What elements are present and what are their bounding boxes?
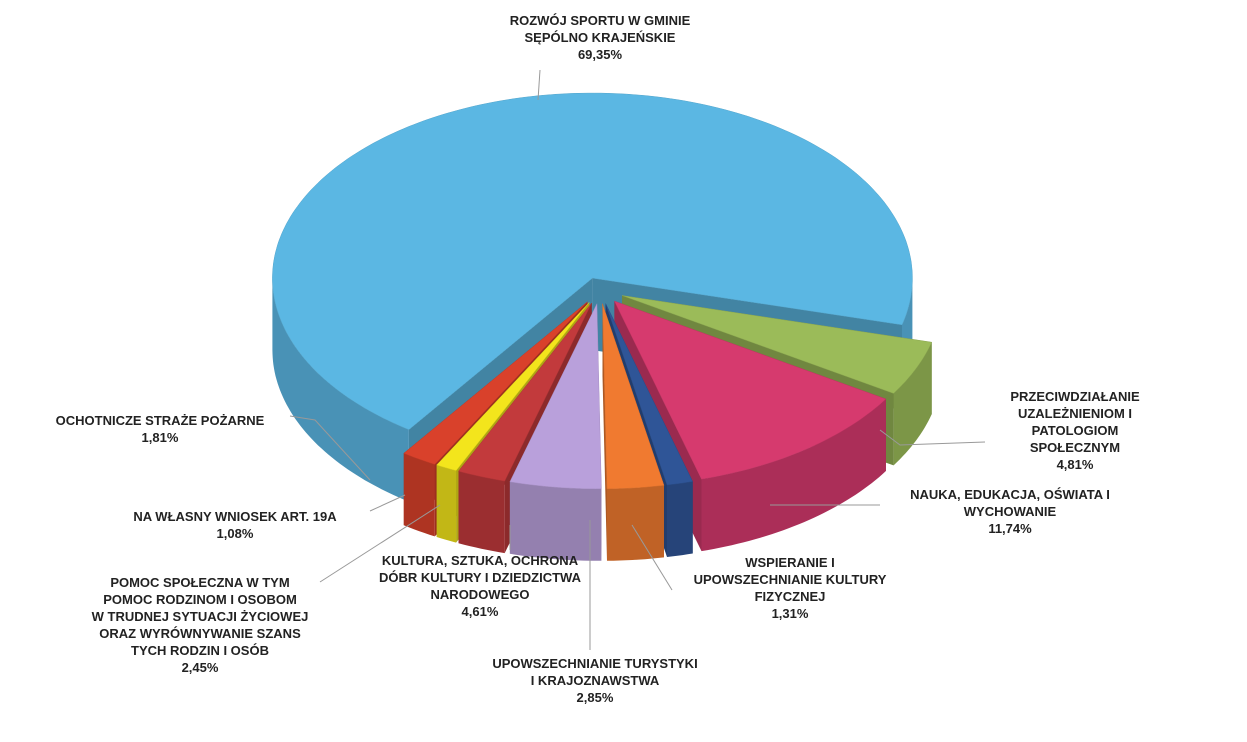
leader-line [537,69,541,101]
slice-label: WSPIERANIE I UPOWSZECHNIANIE KULTURY FIZ… [694,554,887,622]
slice-label: PRZECIWDZIAŁANIE UZALEŻNIENIOM I PATOLOG… [989,388,1161,473]
value-label: 2,45% [181,660,219,675]
slice-label: ROZWÓJ SPORTU W GMINIE SĘPÓLNO KRAJEŃSKI… [510,12,691,63]
slice-side [436,465,457,543]
slice [509,303,602,490]
leader-line [879,429,986,446]
category-label: WSPIERANIE I UPOWSZECHNIANIE KULTURY FIZ… [693,555,887,604]
slice-side [667,481,693,557]
slice-side [272,278,409,502]
slice-side [509,481,602,561]
value-label: 4,61% [461,604,499,619]
slice [458,302,592,482]
slice [621,295,933,394]
value-label: 1,81% [141,430,179,445]
slice-side [458,471,505,554]
slice-label: POMOC SPOŁECZNA W TYM POMOC RODZINOM I O… [92,574,309,676]
slice-label: UPOWSZECHNIANIE TURYSTYKI I KRAJOZNAWSTW… [492,655,697,706]
slice [403,301,588,465]
category-label: ROZWÓJ SPORTU W GMINIE SĘPÓLNO KRAJEŃSKI… [509,13,691,45]
slice [605,303,694,486]
leader-line [369,494,406,512]
slice-side [893,342,932,466]
slice-label: KULTURA, SZTUKA, OCHRONA DÓBR KULTURY I … [379,552,581,620]
value-label: 1,31% [771,606,809,621]
value-label: 69,35% [577,47,623,62]
category-label: POMOC SPOŁECZNA W TYM POMOC RODZINOM I O… [91,575,309,658]
category-label: KULTURA, SZTUKA, OCHRONA DÓBR KULTURY I … [379,553,581,602]
slice [602,303,665,490]
slice-side [607,485,664,561]
category-label: NA WŁASNY WNIOSEK ART. 19A [133,509,337,524]
slice-label: OCHOTNICZE STRAŻE POŻARNE 1,81% [56,412,265,446]
slice [272,92,913,430]
value-label: 2,85% [576,690,614,705]
category-label: NAUKA, EDUKACJA, OŚWIATA I WYCHOWANIE [910,487,1110,519]
leader-line [319,504,441,583]
slice-label: NA WŁASNY WNIOSEK ART. 19A 1,08% [133,508,336,542]
category-label: UPOWSZECHNIANIE TURYSTYKI I KRAJOZNAWSTW… [492,656,698,688]
leader-line [289,415,371,481]
category-label: PRZECIWDZIAŁANIE UZALEŻNIENIOM I PATOLOG… [1010,389,1140,455]
slice-label: NAUKA, EDUKACJA, OŚWIATA I WYCHOWANIE 11,… [910,486,1110,537]
slice [613,300,887,480]
value-label: 11,74% [988,521,1032,536]
leader-line [631,524,673,591]
slice-side [403,453,435,537]
slice [436,302,590,471]
value-label: 4,81% [1056,457,1094,472]
slice-edge [602,303,607,561]
category-label: OCHOTNICZE STRAŻE POŻARNE [55,413,265,428]
slice-side [701,399,886,552]
value-label: 1,08% [216,526,254,541]
